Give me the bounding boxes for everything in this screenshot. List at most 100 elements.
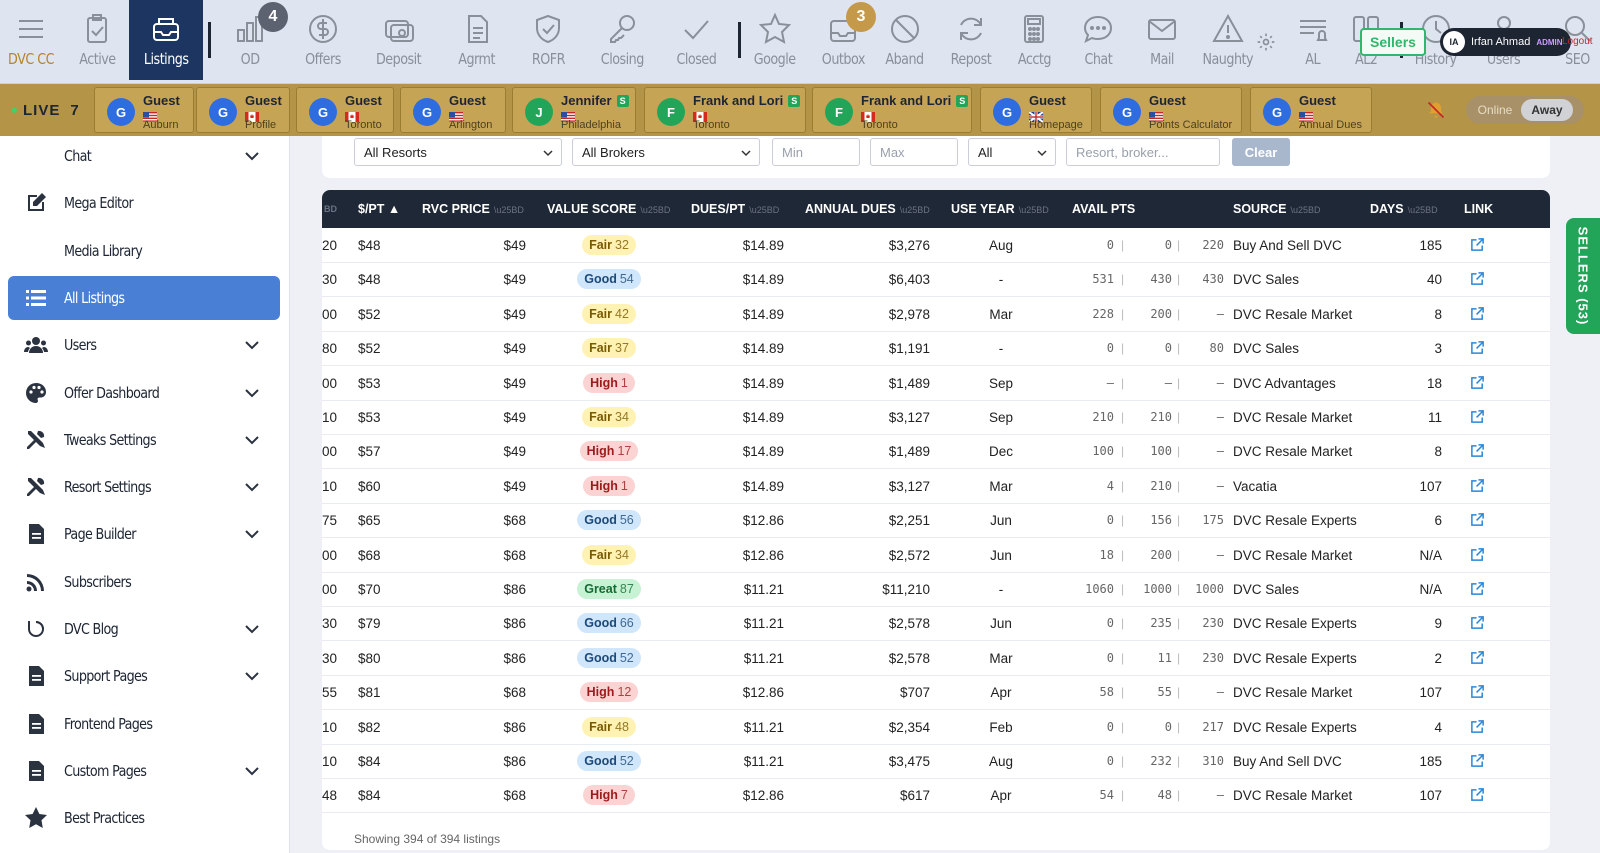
table-row[interactable]: 00 $52 $49 Fair 42 $14.89 $2,978 Mar 228 | 200 | – DV… [322,297,1550,332]
settings-gear-icon[interactable] [1256,32,1276,52]
column-header-link[interactable]: LINK [1464,190,1493,228]
sidebar-item-resort-settings[interactable]: Resort Settings [8,465,280,509]
nav-item-closing[interactable]: Closing [584,0,660,80]
sidebar-item-custom-pages[interactable]: Custom Pages [8,749,280,793]
external-link-icon[interactable] [1470,271,1485,286]
live-visitor-card[interactable]: G Guest Annual Dues [1250,87,1372,133]
table-row[interactable]: 30 $79 $86 Good 66 $11.21 $2,578 Jun 0 | 235 | 230 DV… [322,606,1550,642]
nav-item-od[interactable]: OD 4 [210,0,290,80]
table-row[interactable]: 55 $81 $68 High 12 $12.86 $707 Apr 58 | 55 | – DVC Re… [322,675,1550,711]
live-visitor-card[interactable]: G Guest Toronto [296,87,394,133]
external-link-icon[interactable] [1470,512,1485,527]
table-row[interactable]: 75 $65 $68 Good 56 $12.86 $2,251 Jun 0 | 156 | 175 DV… [322,503,1550,539]
nav-item-acctg[interactable]: Acctg [1002,0,1066,80]
column-header-avail[interactable]: AVAIL PTS [1072,190,1135,228]
nav-item-al[interactable]: AL [1298,0,1328,80]
nav-item-repost[interactable]: Repost [938,0,1004,80]
chevron-down-icon[interactable] [244,526,260,542]
external-link-icon[interactable] [1470,753,1485,768]
live-visitor-card[interactable]: J Jennifer S Philadelphia [512,87,636,133]
sidebar-item-best-practices[interactable]: Best Practices [8,796,280,840]
chevron-down-icon[interactable] [244,668,260,684]
live-visitor-card[interactable]: G Guest Auburn [94,87,194,133]
table-row[interactable]: 10 $82 $86 Fair 48 $11.21 $2,354 Feb 0 | 0 | 217 DVC … [322,710,1550,745]
logout-link[interactable]: Logout [1562,36,1593,47]
table-row[interactable]: 00 $68 $68 Fair 34 $12.86 $2,572 Jun 18 | 200 | – DVC… [322,538,1550,573]
sidebar-item-all-listings[interactable]: All Listings [8,275,280,320]
live-visitor-card[interactable]: F Frank and Lori S Toronto [812,87,972,133]
sidebar-item-users[interactable]: Users [8,323,280,367]
table-row[interactable]: 00 $57 $49 High 17 $14.89 $1,489 Dec 100 | 100 | – DV… [322,434,1550,470]
sellers-button[interactable]: Sellers [1360,28,1426,56]
external-link-icon[interactable] [1470,719,1485,734]
chevron-down-icon[interactable] [244,763,260,779]
sellers-side-tab[interactable]: SELLERS (53) [1566,218,1600,334]
external-link-icon[interactable] [1470,443,1485,458]
live-visitor-card[interactable]: F Frank and Lori S Toronto [644,87,806,133]
nav-item-chat[interactable]: Chat [1064,0,1132,80]
table-row[interactable]: 00 $53 $49 High 1 $14.89 $1,489 Sep – | – | – DVC Adv… [322,366,1550,401]
sidebar-item-offer-dashboard[interactable]: Offer Dashboard [8,371,280,415]
external-link-icon[interactable] [1470,787,1485,802]
live-visitor-card[interactable]: G Guest Profile [196,87,290,133]
column-header-days[interactable]: DAYS \u25BD [1370,190,1438,228]
nav-item-outbox[interactable]: Outbox 3 [808,0,878,80]
column-header-cut[interactable]: BD [324,190,337,228]
table-row[interactable]: 80 $52 $49 Fair 37 $14.89 $1,191 - 0 | 0 | 80 DVC Sal… [322,331,1550,367]
external-link-icon[interactable] [1470,547,1485,562]
chevron-down-icon[interactable] [244,148,260,164]
sidebar-item-subscribers[interactable]: Subscribers [8,560,280,604]
external-link-icon[interactable] [1470,340,1485,355]
nav-item-naughty[interactable]: Naughty [1194,0,1262,80]
sidebar-item-frontend-pages[interactable]: Frontend Pages [8,702,280,746]
nav-item-active[interactable]: Active [66,0,128,80]
table-row[interactable]: 00 $70 $86 Great 87 $11.21 $11,210 - 1060 | 1000 | 1… [322,572,1550,607]
column-header-annual[interactable]: ANNUAL DUES \u25BD [805,190,930,228]
external-link-icon[interactable] [1470,237,1485,252]
chevron-down-icon[interactable] [244,337,260,353]
external-link-icon[interactable] [1470,581,1485,596]
max-price-input[interactable]: Max [870,138,958,166]
external-link-icon[interactable] [1470,684,1485,699]
table-row[interactable]: 10 $60 $49 High 1 $14.89 $3,127 Mar 4 | 210 | – Vacat… [322,469,1550,504]
live-visitor-card[interactable]: G Guest Arlington [400,87,506,133]
column-header-rvc[interactable]: RVC PRICE \u25BD [422,190,524,228]
sidebar-item-dvc-blog[interactable]: DVC Blog [8,607,280,651]
nav-item-dvc-cc[interactable]: DVC CC [0,0,62,80]
external-link-icon[interactable] [1470,409,1485,424]
sidebar-item-chat[interactable]: Chat [8,136,280,178]
nav-item-aband[interactable]: Aband [872,0,938,80]
nav-item-rofr[interactable]: ROFR [516,0,580,80]
nav-item-closed[interactable]: Closed [660,0,732,80]
table-row[interactable]: 20 $48 $49 Fair 32 $14.89 $3,276 Aug 0 | 0 | 220 Buy … [322,228,1550,263]
broker-select[interactable]: All Brokers [572,138,760,166]
external-link-icon[interactable] [1470,375,1485,390]
table-row[interactable]: 48 $84 $68 High 7 $12.86 $617 Apr 54 | 48 | – DVC Res… [322,778,1550,814]
bell-muted-icon[interactable] [1426,100,1446,120]
search-input[interactable]: Resort, broker... [1066,138,1220,166]
table-row[interactable]: 30 $80 $86 Good 52 $11.21 $2,578 Mar 0 | 11 | 230 DVC… [322,641,1550,676]
column-header-pt[interactable]: $/PT ▲ [358,190,400,228]
external-link-icon[interactable] [1470,650,1485,665]
column-header-source[interactable]: SOURCE \u25BD [1233,190,1321,228]
chevron-down-icon[interactable] [244,385,260,401]
status-online-option[interactable]: Online [1477,103,1513,117]
table-row[interactable]: 30 $48 $49 Good 54 $14.89 $6,403 - 531 | 430 | 430 DV… [322,262,1550,298]
min-price-input[interactable]: Min [772,138,860,166]
sidebar-item-mega-editor[interactable]: Mega Editor [8,181,280,225]
table-row[interactable]: 10 $84 $86 Good 52 $11.21 $3,475 Aug 0 | 232 | 310 Bu… [322,744,1550,779]
clear-filters-button[interactable]: Clear [1232,138,1290,166]
user-menu[interactable]: IA Irfan Ahmad ADMIN [1440,28,1571,56]
sidebar-item-page-builder[interactable]: Page Builder [8,512,280,556]
table-row[interactable]: 10 $53 $49 Fair 34 $14.89 $3,127 Sep 210 | 210 | – DV… [322,400,1550,435]
nav-item-listings[interactable]: Listings [129,0,203,80]
nav-item-agrmt[interactable]: Agrmt [442,0,512,80]
external-link-icon[interactable] [1470,478,1485,493]
chevron-down-icon[interactable] [244,479,260,495]
column-header-value[interactable]: VALUE SCORE \u25BD [547,190,670,228]
external-link-icon[interactable] [1470,306,1485,321]
nav-item-deposit[interactable]: Deposit [362,0,436,80]
live-visitor-card[interactable]: G Guest Points Calculator [1100,87,1242,133]
use-year-select[interactable]: All [968,138,1056,166]
nav-item-mail[interactable]: Mail [1130,0,1194,80]
